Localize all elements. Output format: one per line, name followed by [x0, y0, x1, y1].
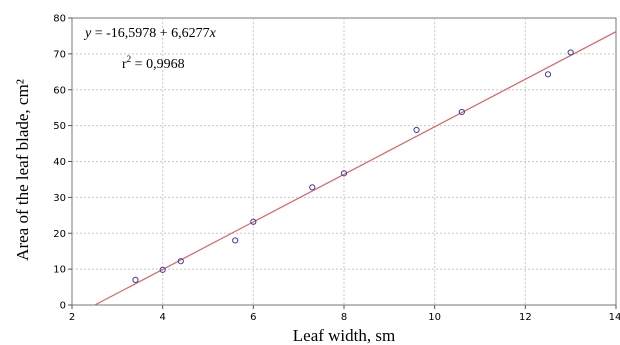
y-tick-label-1: 10 [53, 265, 66, 276]
y-axis-title: Area of the leaf blade, cm² [13, 79, 32, 261]
data-point-5 [309, 184, 316, 191]
y-tick-label-3: 30 [53, 193, 66, 204]
data-point-10 [567, 49, 574, 56]
y-tick-labels: 0 10 20 30 40 50 60 70 80 [53, 14, 72, 312]
r-squared-annotation: r2 = 0,9968 [122, 54, 185, 72]
y-tick-label-8: 80 [53, 14, 66, 25]
y-tick-label-0: 0 [60, 301, 66, 312]
x-tick-label-1: 4 [159, 312, 165, 323]
data-point-9 [544, 71, 552, 78]
data-point-3 [232, 237, 239, 244]
y-tick-label-6: 60 [53, 85, 66, 96]
data-point-7 [413, 126, 420, 134]
x-tick-label-5: 12 [519, 312, 532, 323]
x-axis-title: Leaf width, sm [293, 326, 395, 345]
x-tick-label-3: 8 [341, 312, 347, 323]
regression-line [94, 31, 617, 306]
data-point-4 [250, 218, 257, 225]
y-tick-label-2: 20 [53, 229, 66, 240]
y-tick-label-7: 70 [53, 49, 66, 60]
x-tick-label-4: 10 [428, 312, 441, 323]
x-tick-label-6: 14 [609, 312, 620, 323]
data-point-6 [340, 170, 348, 177]
y-tick-label-4: 40 [53, 157, 66, 168]
equation-annotation: y = -16,5978 + 6,6277x [83, 26, 217, 41]
y-tick-label-5: 50 [53, 121, 66, 132]
data-point-0 [132, 276, 139, 283]
x-tick-label-2: 6 [250, 312, 256, 323]
data-point-8 [458, 108, 465, 116]
data-point-1 [159, 266, 166, 273]
grid [72, 18, 616, 305]
x-tick-labels: 2 4 6 8 10 12 14 [69, 305, 620, 323]
x-tick-label-0: 2 [69, 312, 75, 323]
data-points [132, 49, 574, 283]
data-point-2 [177, 258, 184, 265]
